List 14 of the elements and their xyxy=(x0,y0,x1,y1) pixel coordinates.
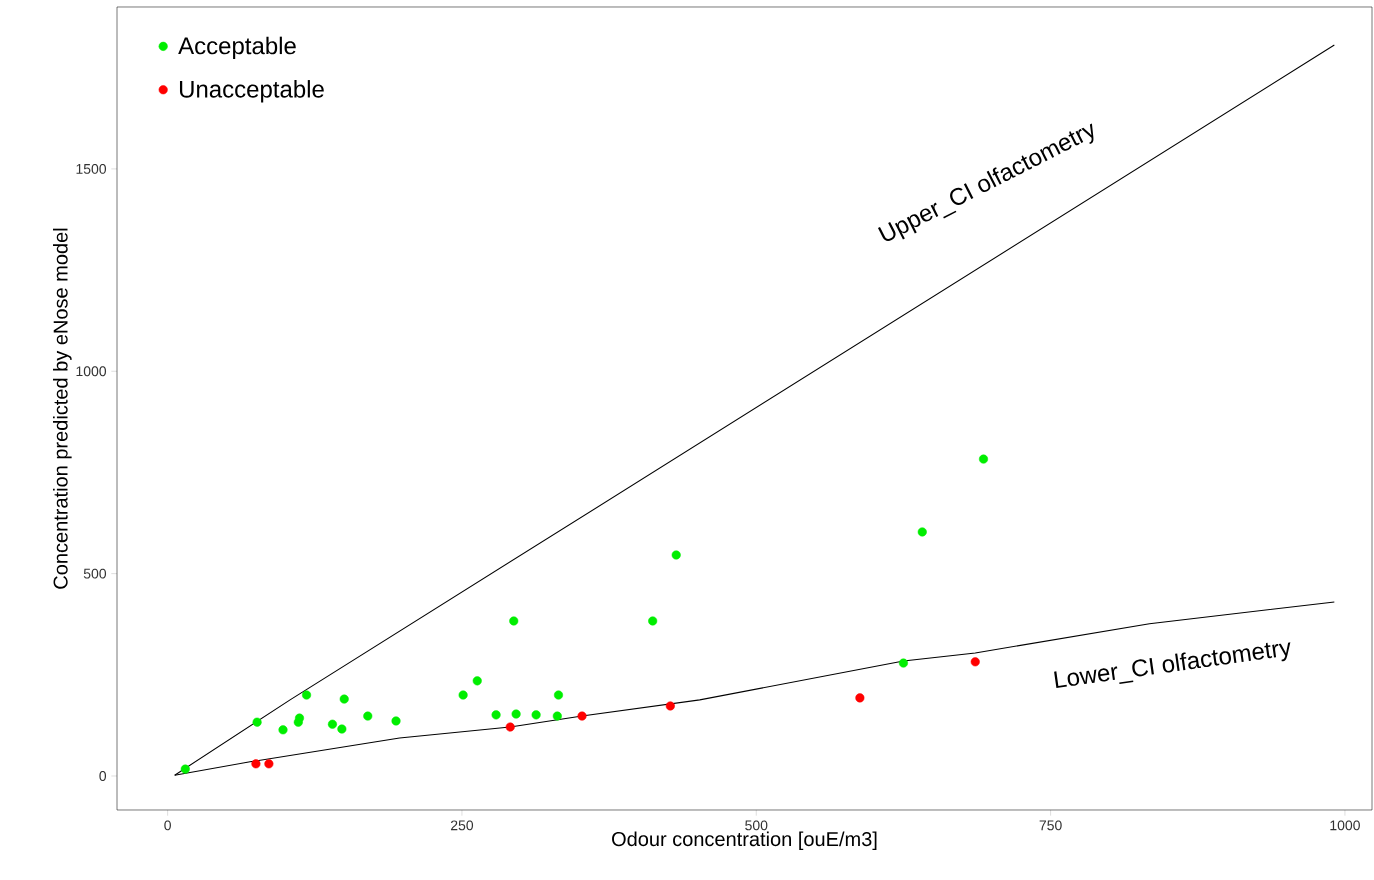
legend-label: Acceptable xyxy=(178,36,296,60)
annotation: Lower_CI olfactometry xyxy=(1054,642,1291,689)
y-tick-label: 1500 xyxy=(76,163,107,174)
y-axis-title: Concentration predicted by eNose model xyxy=(53,228,72,589)
x-tick-label: 250 xyxy=(450,820,474,831)
x-tick-label: 1000 xyxy=(1330,820,1360,831)
y-tick-label: 500 xyxy=(83,568,107,579)
x-tick-label: 750 xyxy=(1039,820,1062,831)
x-axis-title: Odour concentration [ouE/m3] xyxy=(612,831,877,851)
y-tick-label: 0 xyxy=(99,771,107,781)
y-tick-label: 1000 xyxy=(76,366,107,377)
x-tick-label: 500 xyxy=(745,820,768,831)
x-tick-label: 0 xyxy=(164,820,171,831)
legend-label: Unacceptable xyxy=(179,80,324,103)
